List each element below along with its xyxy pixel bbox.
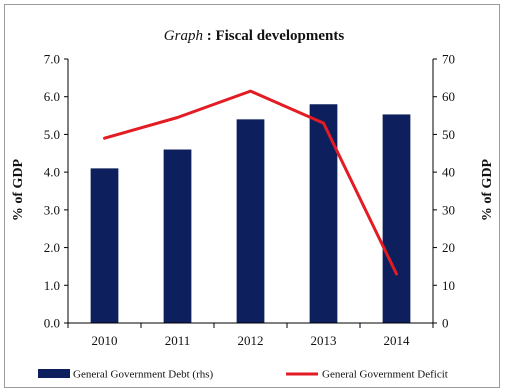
right-tick-label: 70 — [442, 52, 455, 67]
left-tick-label: 0.0 — [44, 316, 60, 331]
x-tick-label: 2010 — [92, 333, 118, 348]
left-axis-ticks: 0.0 1.0 2.0 3.0 4.0 5.0 6.0 7.0 — [44, 52, 68, 331]
right-tick-label: 60 — [442, 89, 455, 104]
left-tick-label: 1.0 — [44, 278, 60, 293]
chart-title-main: : Fiscal developments — [203, 28, 344, 44]
right-tick-label: 10 — [442, 278, 455, 293]
left-axis-title: % of GDP — [11, 158, 26, 221]
legend: General Government Debt (rhs) General Gov… — [38, 369, 448, 381]
deficit-line-group — [103, 89, 398, 276]
legend-debt-label: General Government Debt (rhs) — [73, 369, 214, 381]
left-tick-label: 2.0 — [44, 240, 60, 255]
chart-title-prefix: Graph — [164, 28, 203, 44]
right-axis-title: % of GDP — [480, 158, 495, 221]
left-tick-label: 3.0 — [44, 202, 60, 217]
right-tick-label: 50 — [442, 127, 455, 142]
deficit-line — [103, 89, 398, 276]
x-tick-label: 2014 — [384, 333, 411, 348]
debt-bar — [163, 149, 192, 323]
x-tick-label: 2012 — [238, 333, 264, 348]
legend-deficit-label: General Government Deficit — [322, 369, 448, 381]
left-tick-label: 7.0 — [44, 52, 60, 67]
right-tick-label: 40 — [442, 165, 455, 180]
x-axis-ticks: 2010 2011 2012 2013 2014 — [67, 323, 434, 348]
right-tick-label: 20 — [442, 240, 455, 255]
right-tick-label: 0 — [442, 316, 449, 331]
left-tick-label: 5.0 — [44, 127, 60, 142]
x-tick-label: 2013 — [311, 333, 337, 348]
debt-bars — [90, 104, 411, 323]
chart-title: Graph : Fiscal developments — [164, 28, 345, 44]
legend-debt-swatch — [38, 369, 70, 378]
right-axis-ticks: 0 10 20 30 40 50 60 70 — [433, 52, 455, 331]
debt-bar — [382, 114, 411, 323]
debt-bar — [309, 104, 338, 323]
left-tick-label: 4.0 — [44, 165, 60, 180]
debt-bar — [90, 168, 119, 323]
right-tick-label: 30 — [442, 202, 455, 217]
debt-bar — [236, 119, 265, 323]
left-tick-label: 6.0 — [44, 89, 60, 104]
x-tick-label: 2011 — [165, 333, 191, 348]
